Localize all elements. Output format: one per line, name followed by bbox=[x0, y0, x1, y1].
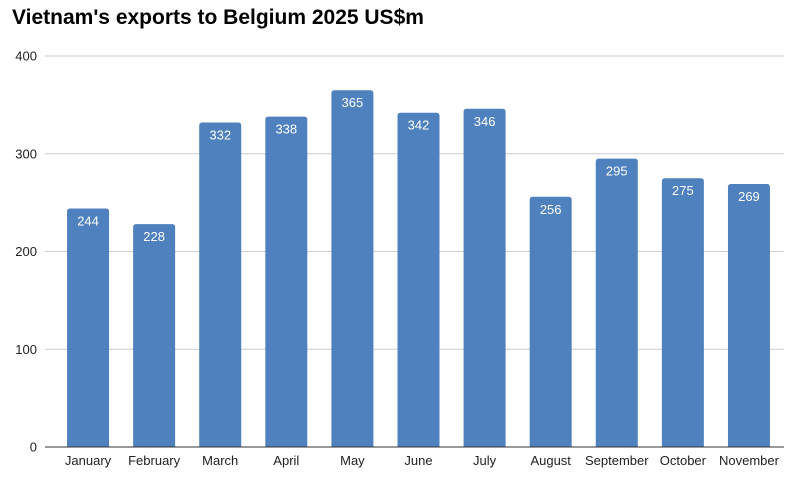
bar bbox=[397, 112, 440, 447]
x-tick-label: July bbox=[473, 453, 497, 468]
bar bbox=[265, 116, 308, 447]
y-tick-label: 200 bbox=[15, 244, 37, 259]
chart-title: Vietnam's exports to Belgium 2025 US$m bbox=[12, 6, 424, 29]
bar bbox=[133, 224, 176, 447]
y-tick-label: 400 bbox=[15, 49, 37, 64]
x-tick-label: June bbox=[404, 453, 432, 468]
y-tick-label: 0 bbox=[30, 440, 37, 455]
bar bbox=[529, 196, 572, 447]
bar-value-label: 228 bbox=[143, 229, 165, 244]
x-tick-label: September bbox=[585, 453, 649, 468]
bar bbox=[661, 178, 704, 447]
bar-value-label: 256 bbox=[540, 202, 562, 217]
bar-value-label: 338 bbox=[275, 122, 297, 137]
x-tick-label: May bbox=[340, 453, 365, 468]
x-tick-label: January bbox=[65, 453, 112, 468]
bar-value-label: 244 bbox=[77, 213, 99, 228]
bar bbox=[463, 108, 506, 447]
bar-value-label: 365 bbox=[342, 95, 364, 110]
bar-value-label: 295 bbox=[606, 164, 628, 179]
x-axis-ticks: January February March April May June July Augu… bbox=[65, 453, 780, 468]
y-tick-label: 300 bbox=[15, 146, 37, 161]
bar bbox=[727, 184, 770, 448]
y-axis-ticks: 0 100 200 300 400 bbox=[15, 49, 37, 455]
bars: 244 228 332 338 365 342 346 256 295 275 269 bbox=[67, 90, 770, 448]
x-tick-label: November bbox=[719, 453, 780, 468]
x-tick-label: August bbox=[530, 453, 571, 468]
bar-value-label: 275 bbox=[672, 183, 694, 198]
bar-value-label: 346 bbox=[474, 114, 496, 129]
x-tick-label: April bbox=[273, 453, 299, 468]
x-tick-label: March bbox=[202, 453, 238, 468]
x-tick-label: February bbox=[128, 453, 181, 468]
bar-value-label: 342 bbox=[408, 118, 430, 133]
bar bbox=[331, 90, 374, 448]
y-tick-label: 100 bbox=[15, 342, 37, 357]
bar bbox=[595, 158, 638, 447]
bar bbox=[67, 208, 110, 447]
x-tick-label: October bbox=[660, 453, 707, 468]
bar bbox=[199, 122, 242, 447]
bar-value-label: 332 bbox=[209, 127, 231, 142]
bar-value-label: 269 bbox=[738, 189, 760, 204]
